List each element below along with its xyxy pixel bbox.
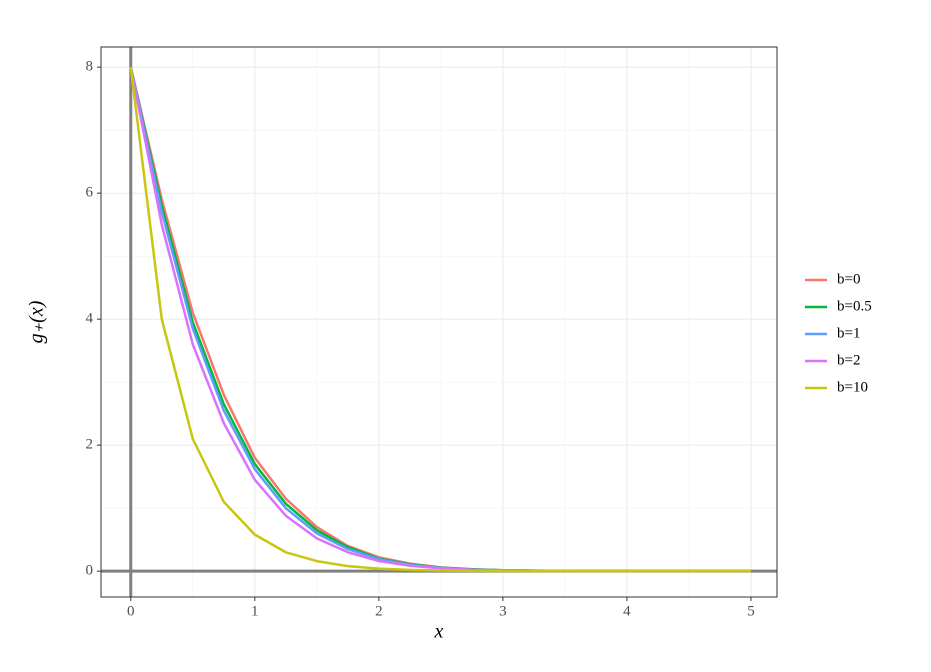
y-axis-title: g₊(x) xyxy=(26,300,48,343)
x-tick-label: 0 xyxy=(127,603,135,619)
y-tick-label: 4 xyxy=(86,311,94,327)
legend-label: b=2 xyxy=(837,352,860,368)
legend-label: b=1 xyxy=(837,325,860,341)
y-tick-label: 2 xyxy=(86,437,94,453)
x-tick-label: 2 xyxy=(375,603,383,619)
series-line xyxy=(129,67,751,573)
x-tick-label: 3 xyxy=(499,603,507,619)
legend-label: b=10 xyxy=(837,379,868,395)
y-tick-label: 0 xyxy=(86,563,94,579)
x-axis-title: x xyxy=(434,621,444,643)
y-tick-label: 6 xyxy=(86,185,94,201)
legend-label: b=0 xyxy=(837,271,860,287)
x-tick-label: 5 xyxy=(747,603,755,619)
x-tick-label: 1 xyxy=(251,603,259,619)
x-tick-label: 4 xyxy=(623,603,631,619)
plot-border xyxy=(100,46,778,598)
legend-label: b=0.5 xyxy=(837,298,872,314)
y-tick-label: 8 xyxy=(86,59,94,75)
